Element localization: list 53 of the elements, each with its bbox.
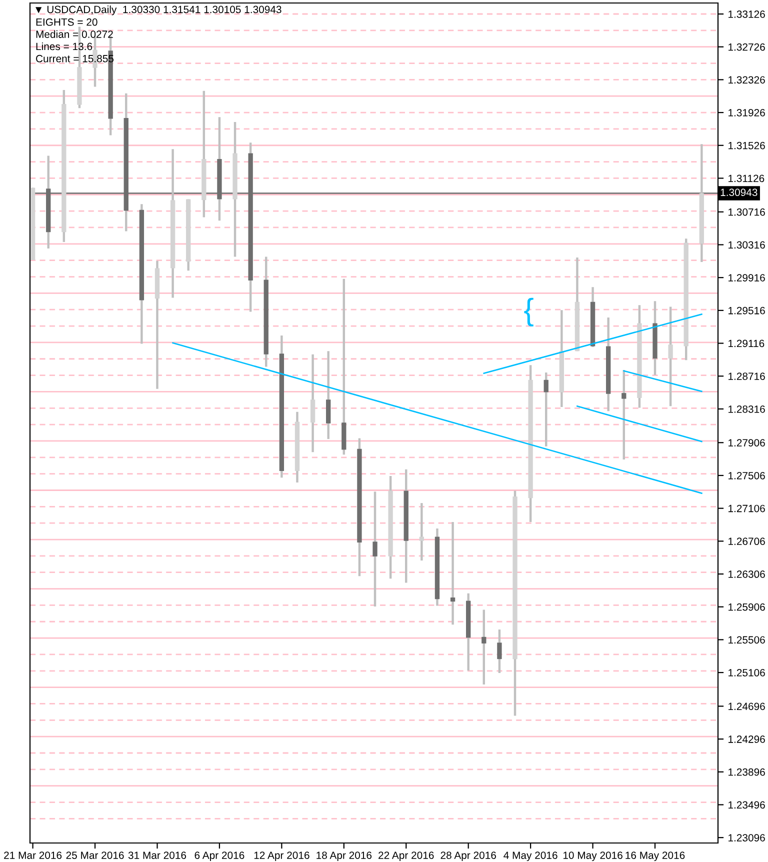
annotation: EIGHTS = 20: [36, 18, 98, 26]
y-tick-label: 1.27506: [728, 472, 765, 480]
x-tick-label: 25 Mar 2016: [66, 852, 124, 859]
candlestick: [668, 306, 673, 408]
y-tick-label: 1.31926: [728, 109, 765, 116]
y-tick-label: 1.25506: [728, 636, 765, 644]
y-tick-label: 1.31526: [728, 142, 765, 150]
y-tick-label: 1.23896: [728, 768, 765, 776]
annotation: Median = 0.0272: [36, 30, 113, 38]
chart-title: ▼ USDCAD,Daily 1.30330 1.31541 1.30105 1.30943: [36, 6, 282, 16]
y-tick-label: 1.32326: [728, 76, 765, 84]
y-tick-label: 1.25906: [728, 603, 765, 611]
x-tick-label: 12 Apr 2016: [254, 852, 310, 862]
y-tick-label: 1.32726: [728, 43, 765, 51]
y-tick-label: 1.27906: [728, 439, 765, 446]
candlestick: [450, 520, 456, 626]
candlestick: [310, 353, 316, 454]
y-tick-label: 1.30716: [728, 208, 765, 216]
x-tick-label: 31 Mar 2016: [128, 852, 186, 859]
y-tick-label: 1.31126: [728, 174, 764, 182]
x-tick-label: 18 Apr 2016: [316, 852, 372, 862]
y-tick-label: 1.23096: [728, 834, 765, 842]
x-tick-label: 6 Apr 2016: [194, 852, 244, 862]
y-tick-label: 1.23496: [728, 801, 765, 809]
y-tick-label: 1.28716: [728, 372, 765, 380]
x-tick-label: 16 May 2016: [626, 852, 685, 862]
y-tick-label: 1.29116: [728, 340, 764, 348]
candlestick: [544, 371, 548, 448]
y-tick-label: 1.29516: [728, 306, 765, 314]
y-tick-label: 1.29916: [728, 274, 765, 282]
x-tick-label: 28 Apr 2016: [440, 852, 496, 862]
y-tick-label: 1.27106: [728, 504, 765, 512]
candlestick: [482, 608, 486, 686]
x-tick-label: 4 May 2016: [504, 852, 558, 862]
ref-line-label: 1.30943: [720, 188, 758, 196]
y-tick-label: 1.26706: [728, 538, 765, 546]
candlestick: [372, 490, 378, 608]
y-tick-label: 1.25106: [728, 669, 765, 676]
x-tick-label: 10 May 2016: [563, 852, 622, 862]
annotation: {: [524, 298, 534, 326]
y-tick-label: 1.33126: [728, 10, 765, 18]
candlestick: [622, 368, 626, 461]
y-tick-label: 1.24696: [728, 702, 765, 710]
candlestick: [326, 350, 331, 440]
x-tick-label: 22 Apr 2016: [378, 852, 434, 862]
y-tick-label: 1.26306: [728, 570, 765, 578]
y-tick-label: 1.24296: [728, 736, 765, 743]
x-tick-label: 21 Mar 2016: [4, 852, 62, 859]
y-tick-label: 1.28316: [728, 405, 765, 413]
candlestick: [419, 502, 424, 562]
y-tick-label: 1.30316: [728, 241, 765, 249]
annotation: Lines = 13.6: [36, 42, 92, 50]
candlestick: [497, 628, 502, 674]
